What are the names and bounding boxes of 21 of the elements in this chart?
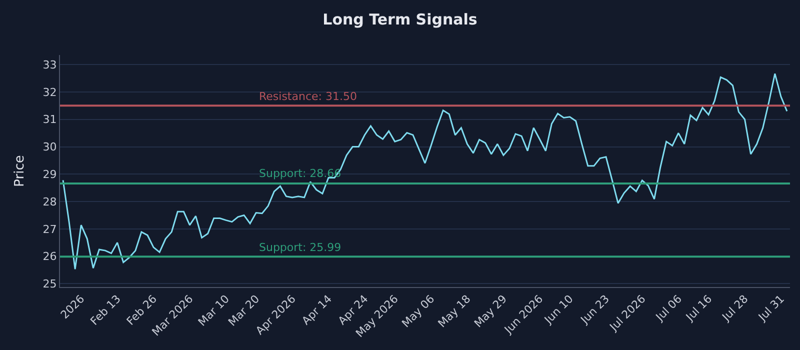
ref-line-label: Resistance: 31.50 <box>259 90 357 103</box>
y-tick-label: 26 <box>42 250 57 264</box>
x-tick-label: Apr 14 <box>299 292 334 328</box>
x-tick-label: Jul 28 <box>719 292 751 324</box>
y-tick-label: 27 <box>42 222 57 236</box>
y-tick-label: 32 <box>42 86 57 99</box>
y-axis-title: Price <box>12 155 28 187</box>
x-tick-label: Jul 16 <box>682 292 715 324</box>
x-tick-label: Jul 31 <box>755 292 787 324</box>
y-tick-label: 33 <box>42 58 57 72</box>
x-tick-label: Feb 13 <box>88 292 124 328</box>
chart-title: Long Term Signals <box>322 10 478 28</box>
x-tick-label: Jul 06 <box>652 292 684 324</box>
y-tick-label: 30 <box>42 140 57 154</box>
x-tick-label: Jun 10 <box>541 292 576 327</box>
y-tick-label: 31 <box>42 113 57 126</box>
ref-line-label: Support: 25.99 <box>259 241 342 254</box>
y-tick-label: 25 <box>42 278 57 291</box>
y-tick-label: 28 <box>42 195 57 208</box>
line-series <box>62 72 788 270</box>
y-tick-label: 29 <box>42 168 57 181</box>
